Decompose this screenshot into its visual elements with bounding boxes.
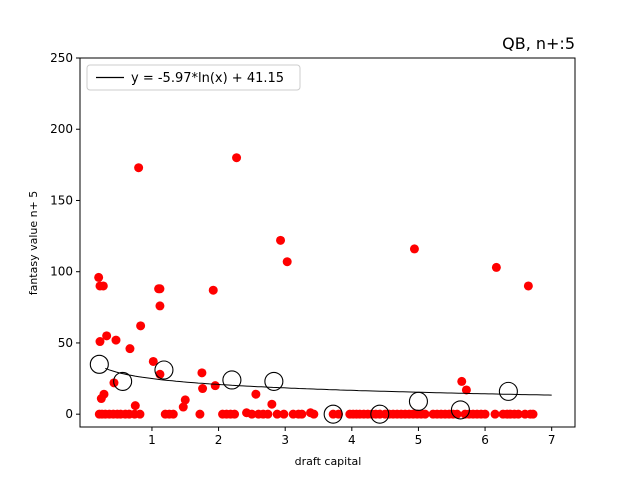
scatter-point <box>513 409 523 419</box>
x-axis-label: draft capital <box>295 455 362 468</box>
x-tick-label: 4 <box>348 433 356 447</box>
y-tick-label: 200 <box>50 122 73 136</box>
x-tick-label: 6 <box>481 433 489 447</box>
y-axis-ticks: 0 50 100 150 200 250 <box>50 51 80 421</box>
scatter-point <box>247 409 257 419</box>
scatter-point <box>232 153 242 163</box>
scatter-point <box>461 385 471 395</box>
chart-title: QB, n+:5 <box>502 34 575 53</box>
scatter-point <box>409 244 419 254</box>
scatter-point <box>130 401 140 411</box>
scatter-point <box>180 395 190 405</box>
scatter-point <box>94 272 104 282</box>
scatter-point <box>155 301 165 311</box>
scatter-point <box>98 281 108 291</box>
y-tick-label: 250 <box>50 51 73 65</box>
legend-box <box>86 64 301 91</box>
x-tick-label: 3 <box>281 433 289 447</box>
x-tick-label: 2 <box>215 433 223 447</box>
scatter-point <box>198 384 208 394</box>
scatter-point <box>208 285 218 295</box>
bin-mean-marker <box>323 404 343 424</box>
fit-curve-layer <box>105 367 552 396</box>
scatter-point <box>111 335 121 345</box>
scatter-point <box>125 344 135 354</box>
scatter-point <box>420 409 430 419</box>
scatter-point <box>279 409 289 419</box>
bin-mean-marker <box>264 371 284 391</box>
scatter-point <box>480 409 490 419</box>
scatter-point <box>136 321 146 331</box>
plot-frame <box>79 57 576 428</box>
scatter-point <box>309 409 319 419</box>
y-tick-label: 150 <box>50 193 73 207</box>
bin-mean-marker <box>370 404 390 424</box>
scatter-point <box>230 409 240 419</box>
scatter-point <box>457 376 467 386</box>
scatter-point <box>282 257 292 267</box>
scatter-point <box>102 331 112 341</box>
bin-mean-marker <box>450 400 470 420</box>
scatter-point <box>251 389 261 399</box>
scatter-point <box>528 409 538 419</box>
scatter-point <box>490 409 500 419</box>
scatter-point <box>155 369 165 379</box>
bin-mean-marker <box>89 354 109 374</box>
y-tick-label: 50 <box>58 336 73 350</box>
scatter-point <box>178 402 188 412</box>
scatter-point <box>168 409 178 419</box>
scatter-point <box>96 394 106 404</box>
scatter-point <box>272 409 282 419</box>
scatter-point <box>155 284 165 294</box>
y-tick-label: 0 <box>65 407 73 421</box>
scatter-point <box>523 281 533 291</box>
y-tick-label: 100 <box>50 265 73 279</box>
bin-mean-marker <box>154 360 174 380</box>
bin-means <box>89 354 518 424</box>
legend-fit-label: y = -5.97*ln(x) + 41.15 <box>131 71 284 86</box>
scatter-point <box>452 409 462 419</box>
fit-curve <box>105 367 552 396</box>
scatter-point <box>491 262 501 272</box>
scatter-point <box>263 409 273 419</box>
scatter-point <box>276 235 286 245</box>
scatter-point <box>148 356 158 366</box>
bin-mean-marker <box>113 371 133 391</box>
scatter-point <box>297 409 307 419</box>
scatter-point <box>267 399 277 409</box>
bin-mean-marker <box>498 381 518 401</box>
scatter-point <box>195 409 205 419</box>
x-tick-label: 5 <box>415 433 423 447</box>
y-axis-label: fantasy value n+ 5 <box>27 191 40 296</box>
bin-mean-marker <box>222 370 242 390</box>
scatter-point <box>134 163 144 173</box>
x-tick-label: 1 <box>148 433 156 447</box>
x-axis-ticks: 1 2 3 4 5 6 7 <box>148 427 556 447</box>
legend: y = -5.97*ln(x) + 41.15 <box>86 64 301 91</box>
scatter-point <box>135 409 145 419</box>
scatter-point <box>197 368 207 378</box>
scatter-point <box>95 337 105 347</box>
x-tick-label: 7 <box>548 433 556 447</box>
scatter-point <box>333 409 343 419</box>
scatter-point <box>210 381 220 391</box>
